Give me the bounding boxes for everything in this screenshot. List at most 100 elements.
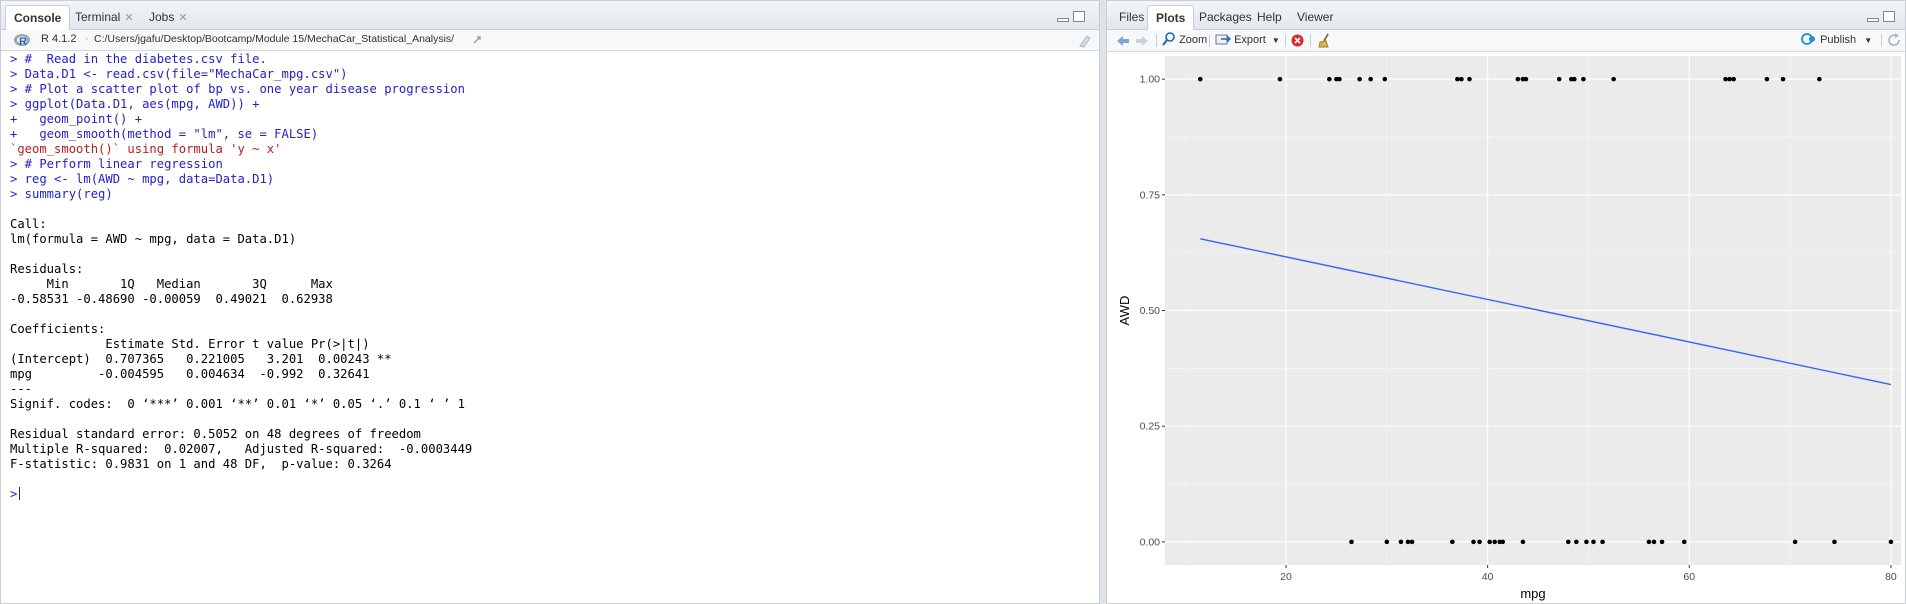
remove-plot-icon[interactable] [1291, 34, 1304, 47]
data-point [1659, 539, 1665, 545]
back-arrow-icon[interactable] [1115, 34, 1131, 48]
x-tick-label: 40 [1482, 571, 1494, 583]
console-line: > Data.D1 <- read.csv(file="MechaCar_mpg… [10, 67, 348, 81]
r-version: R 4.1.2 [41, 33, 77, 45]
data-point [1681, 539, 1687, 545]
console-line: Coefficients: [10, 322, 106, 336]
clear-console-icon[interactable] [1077, 32, 1093, 48]
data-point [1780, 76, 1786, 82]
console-tabbar: Console Terminal ✕ Jobs ✕ [1, 1, 1099, 30]
data-point [1723, 76, 1728, 82]
data-point [1731, 76, 1736, 82]
console-line: > reg <- lm(AWD ~ mpg, data=Data.D1) [10, 172, 275, 186]
broom-icon[interactable] [1317, 33, 1332, 48]
x-tick-label: 20 [1280, 571, 1292, 583]
x-tick-label: 80 [1885, 571, 1897, 583]
console-line: Residuals: [10, 262, 84, 276]
publish-button[interactable]: Publish ▼ [1801, 30, 1872, 51]
working-directory[interactable]: C:/Users/jgafu/Desktop/Bootcamp/Module 1… [94, 33, 455, 45]
pane-splitter[interactable] [1100, 0, 1106, 604]
export-icon [1215, 34, 1231, 45]
console-line: + geom_point() + [10, 112, 143, 126]
data-point [1197, 76, 1203, 82]
x-axis-label: mpg [1520, 586, 1545, 601]
tab-viewer-label: Viewer [1297, 10, 1334, 24]
toolbar-separator [1156, 34, 1157, 47]
console-line: > summary(reg) [10, 187, 113, 201]
console-line: (Intercept) 0.707365 0.221005 3.201 0.00… [10, 352, 392, 366]
plots-toolbar: Zoom Export ▼ Publish ▼ [1107, 30, 1905, 52]
data-point [1467, 76, 1472, 82]
data-point [1455, 76, 1460, 82]
r-logo-icon: R [14, 34, 30, 48]
data-point [1832, 539, 1837, 545]
data-point [1368, 76, 1373, 82]
tab-terminal[interactable]: Terminal ✕ [67, 5, 142, 29]
console-line [10, 412, 1099, 427]
minimize-icon[interactable] [1057, 18, 1069, 22]
console-pane: Console Terminal ✕ Jobs ✕ R R 4.1.2 · C:/U… [0, 0, 1100, 604]
console-line: Estimate Std. Error t value Pr(>|t|) [10, 337, 392, 351]
console-line: > # Plot a scatter plot of bp vs. one ye… [10, 82, 465, 96]
tab-jobs[interactable]: Jobs ✕ [141, 5, 196, 29]
data-point [1398, 539, 1404, 545]
toolbar-separator [1285, 34, 1286, 47]
data-point [1727, 76, 1732, 82]
minimize-icon[interactable] [1867, 18, 1879, 22]
console-line: `geom_smooth()` using formula 'y ~ x' [10, 142, 282, 156]
go-to-directory-icon[interactable] [473, 35, 485, 45]
dropdown-arrow-icon: ▼ [1271, 36, 1280, 45]
y-tick-label: 0.50 [1140, 305, 1161, 317]
y-tick-label: 0.00 [1140, 536, 1161, 548]
data-point [1327, 76, 1332, 82]
console-line [10, 307, 1099, 322]
console-line: mpg -0.004595 0.004634 -0.992 0.32641 [10, 367, 392, 381]
data-point [1792, 539, 1798, 545]
tab-plots[interactable]: Plots [1147, 5, 1195, 30]
data-point [1477, 539, 1482, 545]
data-point [1487, 539, 1492, 545]
refresh-icon[interactable] [1887, 33, 1902, 48]
data-point [1384, 539, 1390, 545]
console-output[interactable]: > # Read in the diabetes.csv file. > Data… [1, 51, 1099, 603]
x-tick-label: 60 [1683, 571, 1695, 583]
data-point [1515, 76, 1521, 82]
svg-text:R: R [19, 36, 27, 48]
tab-packages[interactable]: Packages [1191, 5, 1260, 29]
console-line: Min 1Q Median 3Q Max [10, 277, 341, 291]
regression-line [1200, 238, 1892, 386]
plots-pane: Files Plots Packages Help Viewer Zoom [1106, 0, 1906, 604]
tab-help[interactable]: Help [1249, 5, 1290, 29]
toolbar-separator [1881, 34, 1882, 47]
data-point [1651, 539, 1657, 545]
data-point [1409, 539, 1415, 545]
console-line: -0.58531 -0.48690 -0.00059 0.49021 0.629… [10, 292, 341, 306]
data-point [1500, 539, 1506, 545]
maximize-icon[interactable] [1883, 11, 1895, 22]
axes: 0.00 0.25 0.50 0.75 1.00 20 40 60 80 mpg AWD [1117, 74, 1897, 601]
tab-viewer[interactable]: Viewer [1289, 5, 1341, 29]
close-icon[interactable]: ✕ [124, 12, 134, 24]
plot-area: 0.00 0.25 0.50 0.75 1.00 20 40 60 80 mpg AWD [1117, 56, 1901, 601]
console-line [10, 247, 1099, 262]
zoom-button[interactable]: Zoom [1162, 30, 1207, 51]
publish-icon [1801, 33, 1815, 45]
path-separator: · [85, 33, 89, 45]
console-line: > # Perform linear regression [10, 157, 223, 171]
y-tick-label: 0.25 [1140, 421, 1161, 433]
data-point [1556, 76, 1562, 82]
data-point [1572, 76, 1577, 82]
data-point [1277, 76, 1283, 82]
tab-files[interactable]: Files [1111, 5, 1152, 29]
forward-arrow-icon[interactable] [1134, 34, 1150, 48]
close-icon[interactable]: ✕ [178, 12, 188, 24]
tab-help-label: Help [1257, 10, 1282, 24]
data-point [1492, 539, 1497, 545]
console-line: > # Read in the diabetes.csv file. [10, 52, 267, 66]
console-line: F-statistic: 0.9831 on 1 and 48 DF, p-va… [10, 457, 392, 471]
data-point [1584, 539, 1589, 545]
console-input-line[interactable]: > [10, 487, 1099, 502]
maximize-icon[interactable] [1073, 11, 1085, 22]
export-button[interactable]: Export ▼ [1215, 30, 1280, 51]
tab-console[interactable]: Console [5, 5, 71, 30]
